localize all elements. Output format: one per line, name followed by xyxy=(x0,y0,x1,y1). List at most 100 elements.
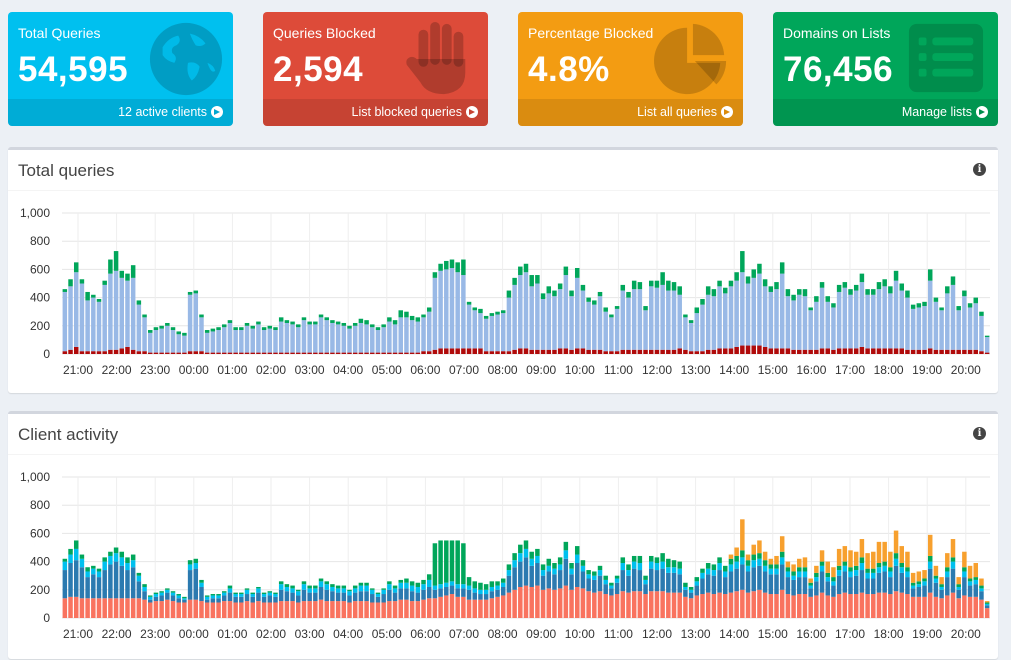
bar-segment[interactable] xyxy=(489,313,495,316)
bar-segment[interactable] xyxy=(791,575,796,580)
bar-segment[interactable] xyxy=(569,349,574,354)
bar-segment[interactable] xyxy=(130,554,136,561)
bar-segment[interactable] xyxy=(945,349,950,354)
bar-segment[interactable] xyxy=(466,348,472,354)
bar-segment[interactable] xyxy=(819,565,825,572)
bar-segment[interactable] xyxy=(956,584,961,587)
bar-segment[interactable] xyxy=(603,579,608,585)
tile-footer-label[interactable]: List all queries xyxy=(637,105,717,119)
bar-segment[interactable] xyxy=(91,565,96,569)
bar-segment[interactable] xyxy=(301,589,307,602)
bar-segment[interactable] xyxy=(278,589,284,602)
bar-segment[interactable] xyxy=(626,291,631,298)
bar-segment[interactable] xyxy=(273,327,278,331)
bar-segment[interactable] xyxy=(535,563,540,586)
bar-segment[interactable] xyxy=(609,582,614,586)
bar-segment[interactable] xyxy=(671,349,677,354)
bar-segment[interactable] xyxy=(580,284,586,291)
bar-segment[interactable] xyxy=(688,322,694,352)
bar-segment[interactable] xyxy=(717,557,722,564)
bar-segment[interactable] xyxy=(683,596,688,618)
bar-segment[interactable] xyxy=(831,581,836,586)
bar-segment[interactable] xyxy=(210,331,216,353)
bar-segment[interactable] xyxy=(119,551,125,558)
bar-segment[interactable] xyxy=(199,351,204,354)
bar-segment[interactable] xyxy=(102,561,107,571)
bar-segment[interactable] xyxy=(227,601,233,618)
bar-segment[interactable] xyxy=(529,586,534,618)
bar-segment[interactable] xyxy=(102,284,107,352)
bar-segment[interactable] xyxy=(768,594,774,618)
bar-segment[interactable] xyxy=(643,310,648,350)
bar-segment[interactable] xyxy=(250,328,255,353)
bar-segment[interactable] xyxy=(734,280,739,347)
bar-segment[interactable] xyxy=(734,568,739,592)
bar-segment[interactable] xyxy=(700,578,705,595)
bar-segment[interactable] xyxy=(649,286,654,350)
bar-segment[interactable] xyxy=(808,307,813,311)
bar-segment[interactable] xyxy=(73,560,79,597)
bar-segment[interactable] xyxy=(683,589,688,597)
bar-segment[interactable] xyxy=(933,301,939,350)
bar-segment[interactable] xyxy=(945,567,950,572)
bar-segment[interactable] xyxy=(398,352,403,354)
bar-segment[interactable] xyxy=(387,589,392,602)
bar-segment[interactable] xyxy=(318,599,324,618)
bar-segment[interactable] xyxy=(478,348,483,354)
bar-segment[interactable] xyxy=(882,561,887,566)
bar-segment[interactable] xyxy=(757,273,762,346)
bar-segment[interactable] xyxy=(404,317,409,353)
bar-segment[interactable] xyxy=(728,571,734,593)
bar-segment[interactable] xyxy=(330,584,335,587)
bar-segment[interactable] xyxy=(79,598,85,618)
bar-segment[interactable] xyxy=(239,327,244,331)
bar-segment[interactable] xyxy=(341,352,347,354)
bar-segment[interactable] xyxy=(882,592,887,618)
bar-segment[interactable] xyxy=(461,596,466,618)
bar-segment[interactable] xyxy=(757,263,762,274)
bar-segment[interactable] xyxy=(768,574,774,595)
bar-segment[interactable] xyxy=(409,315,415,321)
bar-segment[interactable] xyxy=(768,564,774,569)
bar-segment[interactable] xyxy=(125,280,130,347)
bar-segment[interactable] xyxy=(278,584,284,590)
bar-segment[interactable] xyxy=(461,348,466,354)
bar-segment[interactable] xyxy=(643,349,648,354)
bar-segment[interactable] xyxy=(882,571,887,593)
bar-segment[interactable] xyxy=(176,334,181,353)
bar-segment[interactable] xyxy=(882,286,887,349)
bar-segment[interactable] xyxy=(153,596,159,602)
bar-segment[interactable] xyxy=(495,581,500,586)
bar-segment[interactable] xyxy=(859,557,865,564)
bar-segment[interactable] xyxy=(96,571,102,578)
bar-segment[interactable] xyxy=(973,303,979,350)
bar-segment[interactable] xyxy=(825,296,830,302)
bar-segment[interactable] xyxy=(483,594,489,600)
bar-segment[interactable] xyxy=(751,544,756,555)
bar-segment[interactable] xyxy=(762,565,768,572)
bar-segment[interactable] xyxy=(364,324,369,353)
bar-segment[interactable] xyxy=(210,328,216,332)
bar-segment[interactable] xyxy=(267,592,273,596)
bar-segment[interactable] xyxy=(762,571,768,593)
bar-segment[interactable] xyxy=(142,351,147,354)
bar-segment[interactable] xyxy=(631,591,637,618)
bar-segment[interactable] xyxy=(580,348,586,354)
bar-segment[interactable] xyxy=(125,346,130,354)
bar-segment[interactable] xyxy=(290,324,295,353)
bar-segment[interactable] xyxy=(819,348,825,354)
bar-segment[interactable] xyxy=(495,311,500,315)
bar-segment[interactable] xyxy=(740,272,745,346)
bar-segment[interactable] xyxy=(318,314,324,318)
bar-segment[interactable] xyxy=(831,303,836,308)
bar-segment[interactable] xyxy=(415,601,421,618)
bar-segment[interactable] xyxy=(261,330,267,353)
bar-segment[interactable] xyxy=(113,251,119,271)
bar-segment[interactable] xyxy=(910,582,916,586)
bar-segment[interactable] xyxy=(370,588,375,590)
bar-segment[interactable] xyxy=(728,280,734,287)
bar-segment[interactable] xyxy=(574,554,580,564)
bar-segment[interactable] xyxy=(876,592,882,618)
bar-segment[interactable] xyxy=(432,585,438,590)
bar-segment[interactable] xyxy=(444,582,449,587)
